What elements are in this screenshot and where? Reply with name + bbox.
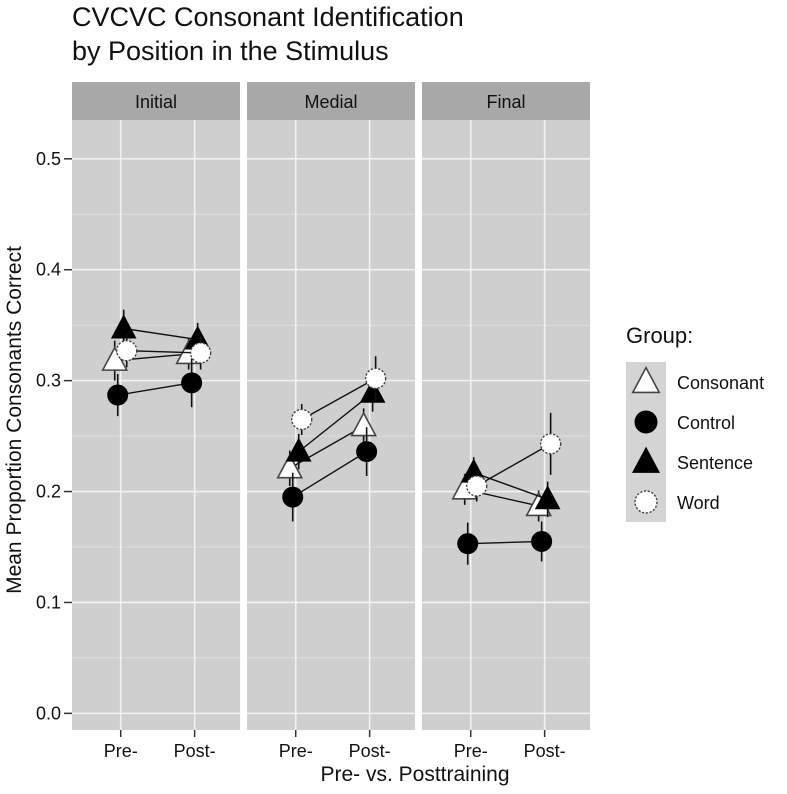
legend-entry-word: Word <box>634 490 720 514</box>
legend-label: Consonant <box>677 373 764 393</box>
data-point <box>110 314 137 339</box>
x-axis-title: Pre- vs. Posttraining <box>320 763 509 786</box>
series-word <box>116 334 212 370</box>
y-axis: 0.0 0.1 0.2 0.3 0.4 0.5 <box>36 149 72 723</box>
data-point <box>285 437 312 462</box>
data-point <box>291 408 313 431</box>
chart-title-line-2: by Position in the Stimulus <box>72 36 389 66</box>
facet-strip <box>247 82 415 120</box>
facet-panel-final: Final <box>422 82 590 730</box>
series-control <box>457 521 553 565</box>
legend-title: Group: <box>626 323 693 348</box>
legend-key <box>631 365 661 394</box>
data-point <box>282 486 304 508</box>
legend-label: Word <box>677 493 720 513</box>
series-control <box>107 358 203 417</box>
legend-entry-consonant: Consonant <box>631 365 764 394</box>
facet-strip <box>72 82 240 120</box>
facet-strip <box>422 82 590 120</box>
data-point <box>350 411 377 437</box>
legend-label: Sentence <box>677 453 753 473</box>
panel-background <box>247 120 415 730</box>
data-point <box>107 384 129 406</box>
legend: Group: Consonant Control Sentence Word <box>626 323 764 522</box>
facet-panel-medial: Medial <box>247 82 415 730</box>
x-axis: Pre- Post- Pre- Post- Pre- Post- <box>104 730 566 761</box>
panel-background <box>72 120 240 730</box>
legend-label: Control <box>677 413 735 433</box>
data-point <box>531 530 553 552</box>
facet-strip-label: Initial <box>135 92 177 112</box>
facet-strip-label: Final <box>486 92 525 112</box>
series-line <box>123 327 198 341</box>
series-line <box>301 377 376 421</box>
y-tick-label: 0.5 <box>36 149 61 169</box>
x-tick-label: Post- <box>174 741 216 761</box>
data-point <box>359 378 386 403</box>
legend-key <box>631 446 661 473</box>
series-line <box>476 443 551 487</box>
series-line <box>292 451 368 498</box>
facet-strip-label: Medial <box>304 92 357 112</box>
y-tick-label: 0.2 <box>36 482 61 502</box>
data-point <box>534 485 561 510</box>
legend-key <box>634 490 658 514</box>
series-line <box>467 540 542 545</box>
data-point <box>276 453 304 479</box>
data-point <box>189 342 212 364</box>
y-tick-label: 0.0 <box>36 703 61 723</box>
data-point <box>457 533 479 555</box>
x-tick-label: Post- <box>349 741 391 761</box>
legend-entry-sentence: Sentence <box>631 446 753 473</box>
data-point <box>116 339 138 362</box>
x-tick-label: Pre- <box>104 741 138 761</box>
data-point <box>181 372 203 394</box>
legend-entry-control: Control <box>634 410 735 434</box>
series-line <box>473 472 548 500</box>
data-point <box>101 345 129 371</box>
facet-panels: Initial Medial Final <box>72 82 590 730</box>
series-line <box>126 349 201 354</box>
data-point <box>466 475 488 497</box>
x-tick-label: Pre- <box>279 741 313 761</box>
data-point <box>539 433 562 455</box>
chart-title-line-1: CVCVC Consonant Identification <box>72 2 464 32</box>
facet-panel-initial: Initial <box>72 82 240 730</box>
series-control <box>282 427 378 522</box>
data-point <box>364 367 387 390</box>
data-point <box>356 441 378 463</box>
series-word <box>291 356 387 435</box>
x-tick-label: Pre- <box>454 741 488 761</box>
series-word <box>466 412 562 502</box>
panel-background <box>422 120 590 730</box>
y-axis-title: Mean Proportion Consonants Correct <box>3 246 26 594</box>
y-tick-label: 0.4 <box>36 260 61 280</box>
x-tick-label: Post- <box>524 741 566 761</box>
legend-key <box>634 410 658 434</box>
y-tick-label: 0.1 <box>36 592 61 612</box>
series-line <box>117 382 192 396</box>
y-tick-label: 0.3 <box>36 371 61 391</box>
